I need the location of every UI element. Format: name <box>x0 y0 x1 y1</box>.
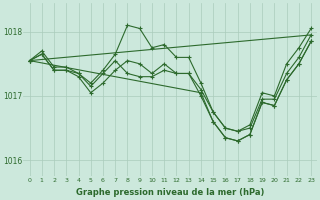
X-axis label: Graphe pression niveau de la mer (hPa): Graphe pression niveau de la mer (hPa) <box>76 188 265 197</box>
